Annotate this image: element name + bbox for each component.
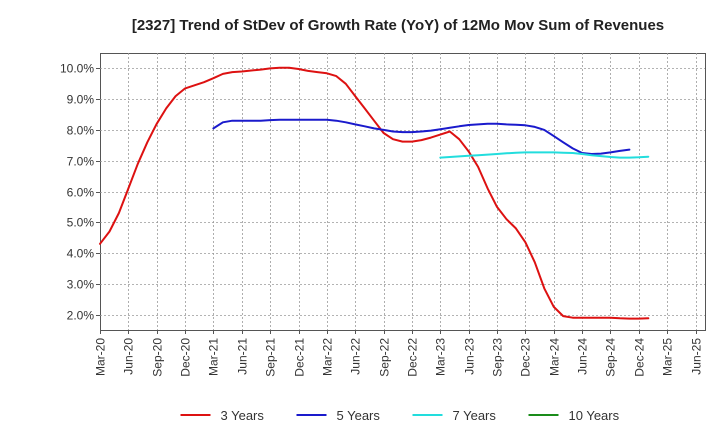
x-tick-label: Jun-21	[236, 338, 250, 375]
x-tick-label: Mar-20	[94, 338, 108, 376]
x-tick-label: Dec-23	[519, 338, 533, 377]
y-tick-label: 8.0%	[67, 124, 95, 138]
y-tick-label: 7.0%	[67, 155, 95, 169]
plot-area	[100, 53, 706, 331]
x-tick-label: Sep-23	[491, 338, 505, 377]
x-tick-label: Sep-20	[151, 338, 165, 377]
chart-title: [2327] Trend of StDev of Growth Rate (Yo…	[132, 17, 664, 34]
y-tick-label: 4.0%	[67, 247, 95, 261]
x-tick-label: Sep-24	[604, 338, 618, 377]
x-tick-label: Jun-23	[463, 338, 477, 375]
x-tick-label: Dec-21	[293, 338, 307, 377]
grid	[100, 53, 705, 330]
x-tick-label: Jun-20	[122, 338, 136, 375]
y-tick-label: 9.0%	[67, 93, 95, 107]
x-tick-label: Mar-25	[661, 338, 675, 376]
legend: 3 Years 5 Years 7 Years 10 Years	[180, 408, 620, 423]
x-tick-label: Mar-22	[321, 338, 335, 376]
x-tick-label: Sep-22	[378, 338, 392, 377]
series-line-5-years	[212, 118, 631, 155]
y-tick-label: 2.0%	[67, 309, 95, 323]
legend-label-7-years: 7 Years	[453, 408, 497, 423]
series-line-3-years	[99, 66, 650, 320]
y-axis: 2.0% 3.0% 4.0% 5.0% 6.0% 7.0% 8.0% 9.0% 10.0%	[60, 62, 100, 323]
x-tick-label: Jun-24	[576, 338, 590, 375]
y-tick-label: 5.0%	[67, 216, 95, 230]
series-line-7-years	[439, 151, 650, 159]
x-tick-label: Mar-23	[434, 338, 448, 376]
series-group	[99, 66, 650, 320]
legend-label-5-years: 5 Years	[337, 408, 381, 423]
x-tick-label: Dec-20	[179, 338, 193, 377]
x-tick-label: Sep-21	[264, 338, 278, 377]
x-axis: Mar-20 Jun-20 Sep-20 Dec-20 Mar-21 Jun-21 Sep-…	[94, 330, 704, 377]
y-tick-label: 10.0%	[60, 62, 94, 76]
x-tick-label: Dec-24	[633, 338, 647, 377]
y-tick-label: 6.0%	[67, 186, 95, 200]
x-tick-label: Dec-22	[406, 338, 420, 377]
x-tick-label: Jun-22	[349, 338, 363, 375]
x-tick-label: Jun-25	[690, 338, 704, 375]
legend-label-10-years: 10 Years	[569, 408, 620, 423]
x-tick-label: Mar-21	[207, 338, 221, 376]
legend-label-3-years: 3 Years	[221, 408, 265, 423]
x-tick-label: Mar-24	[548, 338, 562, 376]
y-tick-label: 3.0%	[67, 278, 95, 292]
